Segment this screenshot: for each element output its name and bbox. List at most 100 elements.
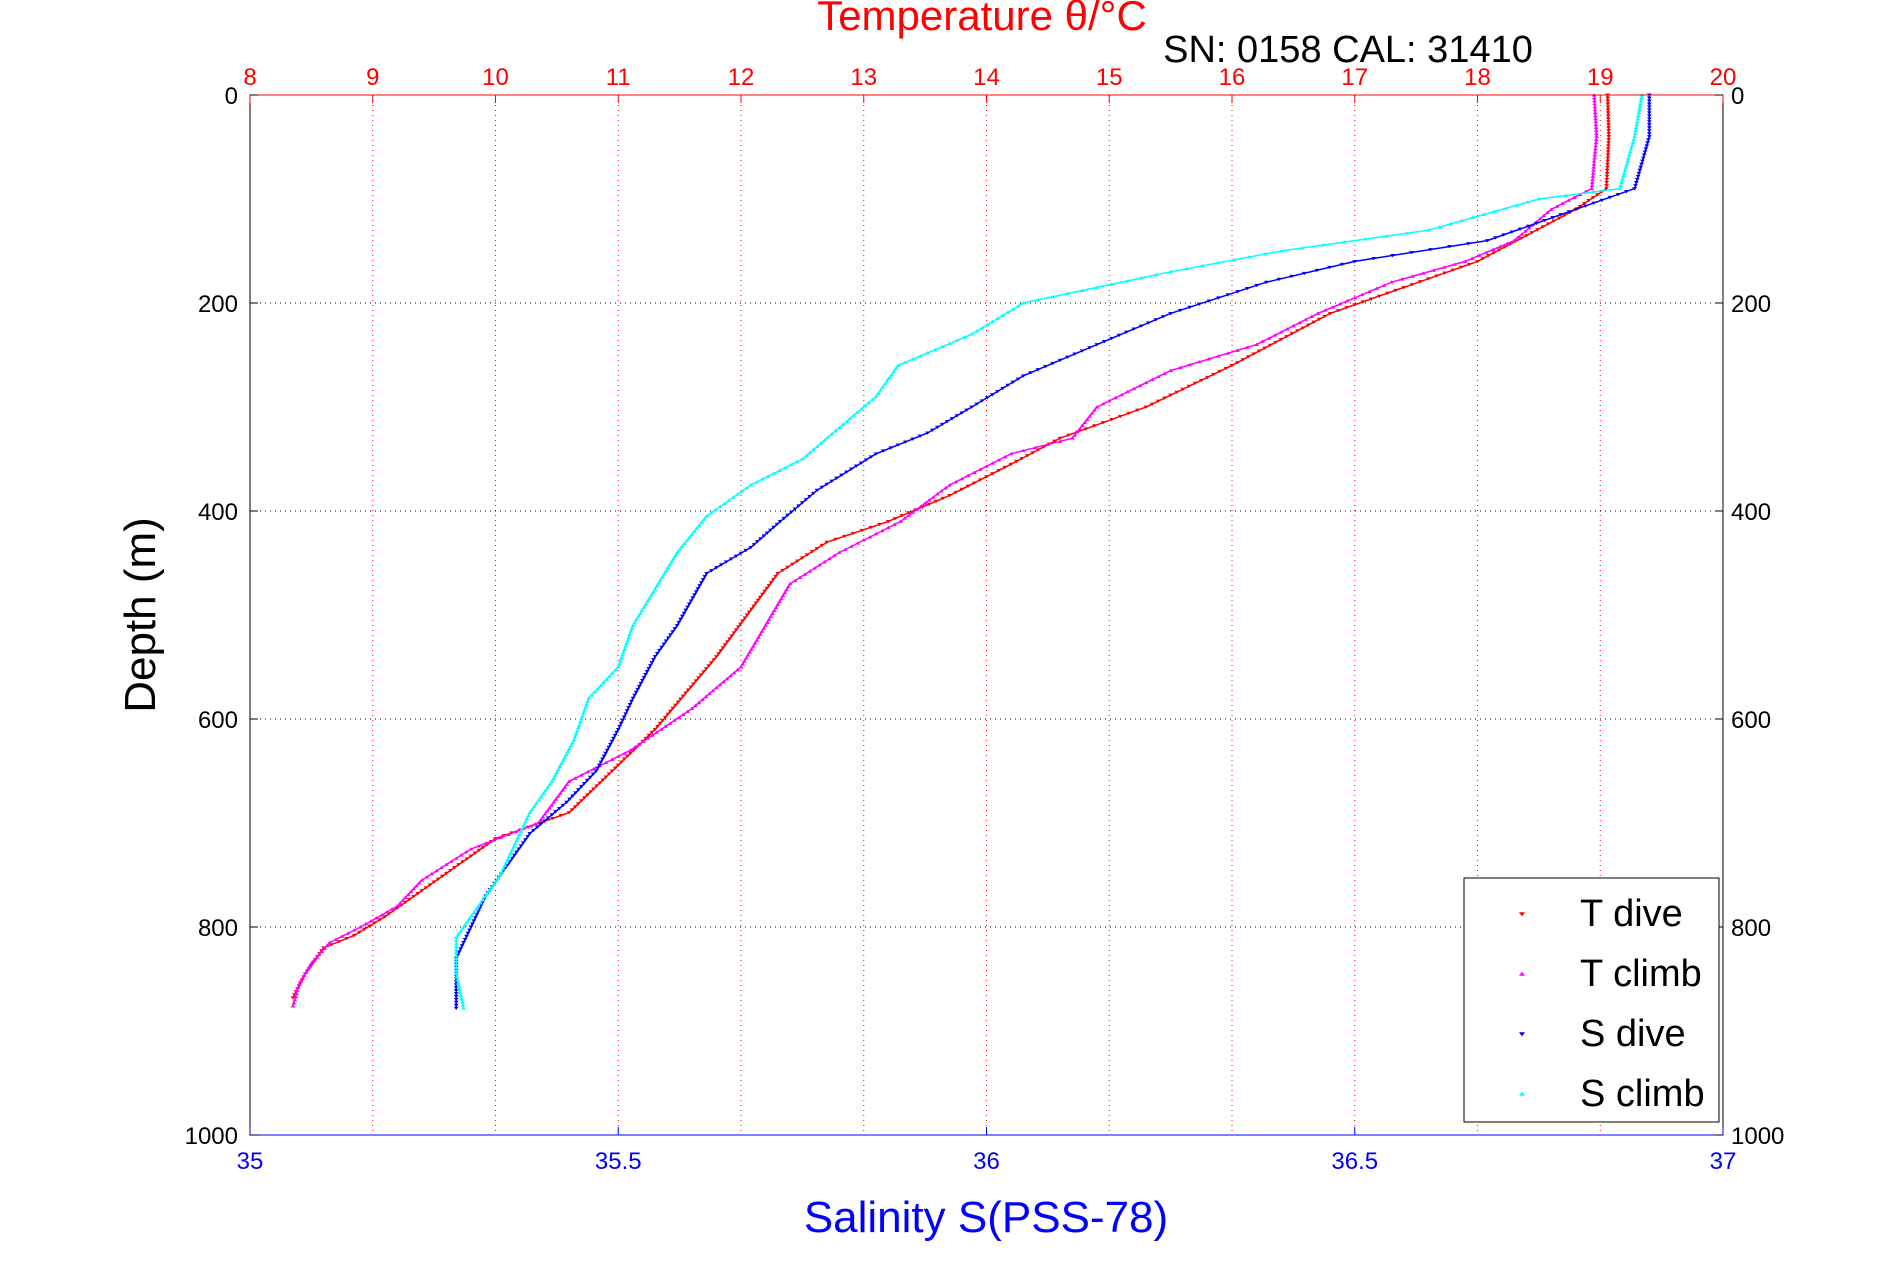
data-point xyxy=(564,800,570,805)
legend: T dive T climb S dive S climb xyxy=(1463,877,1720,1123)
data-point xyxy=(1149,377,1155,382)
data-point xyxy=(624,709,630,713)
data-point xyxy=(867,535,873,539)
data-point xyxy=(632,745,638,749)
data-point xyxy=(567,797,573,801)
data-point xyxy=(1517,227,1523,231)
data-point xyxy=(633,690,639,695)
data-point xyxy=(1646,108,1652,112)
data-point xyxy=(812,566,818,570)
data-point xyxy=(495,876,501,880)
data-point xyxy=(1592,153,1598,157)
data-point xyxy=(863,458,869,462)
data-point xyxy=(646,667,652,671)
data-point xyxy=(660,574,665,579)
data-point xyxy=(892,522,897,526)
data-point xyxy=(744,486,749,490)
data-point xyxy=(544,809,550,813)
data-point xyxy=(1496,248,1502,252)
data-point xyxy=(729,634,735,638)
data-point xyxy=(1019,456,1025,461)
data-point xyxy=(1635,113,1641,118)
data-point xyxy=(799,457,805,461)
data-point xyxy=(291,1001,297,1005)
data-point xyxy=(775,571,781,576)
data-point xyxy=(849,467,854,471)
data-point xyxy=(1450,268,1456,272)
data-point xyxy=(569,808,575,812)
data-point xyxy=(836,550,842,555)
data-point xyxy=(1591,165,1597,169)
data-point xyxy=(676,715,682,719)
data-point xyxy=(551,776,556,780)
data-point xyxy=(604,677,609,681)
data-point xyxy=(1153,273,1159,277)
data-point xyxy=(1420,271,1426,275)
data-point xyxy=(314,955,320,959)
data-point xyxy=(1231,257,1237,262)
top-tick-label: 18 xyxy=(1464,64,1491,91)
data-point xyxy=(580,714,585,718)
data-point xyxy=(623,644,629,648)
legend-marker xyxy=(1519,1091,1525,1096)
data-point xyxy=(1646,117,1652,121)
data-point xyxy=(1646,126,1652,130)
data-point xyxy=(1109,282,1115,286)
data-point xyxy=(878,388,883,392)
data-point xyxy=(777,468,782,472)
data-point xyxy=(1606,138,1612,142)
data-point xyxy=(680,712,686,716)
data-point xyxy=(514,850,520,855)
data-point xyxy=(792,578,798,583)
data-point xyxy=(906,513,912,517)
data-point xyxy=(525,813,531,818)
data-point xyxy=(345,931,351,935)
data-point xyxy=(930,495,936,499)
data-point xyxy=(1289,332,1295,336)
data-point xyxy=(751,604,757,609)
data-point xyxy=(453,994,459,999)
bottom-tick-label: 35.5 xyxy=(595,1148,642,1175)
data-point xyxy=(1409,251,1414,255)
data-point xyxy=(892,517,898,521)
data-point xyxy=(597,781,603,785)
data-point xyxy=(1589,183,1595,187)
data-point xyxy=(771,577,776,582)
data-point xyxy=(718,563,724,567)
data-point xyxy=(617,659,623,663)
data-point xyxy=(1025,454,1030,458)
data-point xyxy=(969,332,975,336)
data-point xyxy=(557,764,563,768)
data-point xyxy=(1534,221,1539,226)
data-point xyxy=(926,498,932,502)
data-point xyxy=(1637,168,1643,173)
data-point xyxy=(1514,203,1520,207)
data-point xyxy=(785,565,791,570)
data-point xyxy=(549,779,555,783)
data-point xyxy=(630,696,636,701)
data-point xyxy=(691,682,696,686)
data-point xyxy=(1437,225,1442,229)
data-point xyxy=(888,446,894,450)
data-point xyxy=(790,562,795,566)
data-point xyxy=(1254,342,1259,347)
data-point xyxy=(460,926,466,930)
data-point xyxy=(738,551,744,556)
data-point xyxy=(685,605,690,609)
data-point xyxy=(661,642,667,647)
data-point xyxy=(611,736,616,741)
data-point xyxy=(1638,99,1644,103)
data-point xyxy=(1646,123,1652,127)
data-point xyxy=(1583,204,1588,208)
data-point xyxy=(468,925,474,929)
data-point xyxy=(1604,177,1610,182)
data-point xyxy=(679,544,685,548)
data-point xyxy=(1116,333,1122,338)
data-point xyxy=(1502,245,1508,249)
data-point xyxy=(1390,254,1396,258)
data-point xyxy=(1646,114,1652,118)
data-point xyxy=(689,706,695,711)
data-point xyxy=(1198,378,1204,383)
data-point xyxy=(1050,361,1056,366)
data-point xyxy=(634,617,640,621)
